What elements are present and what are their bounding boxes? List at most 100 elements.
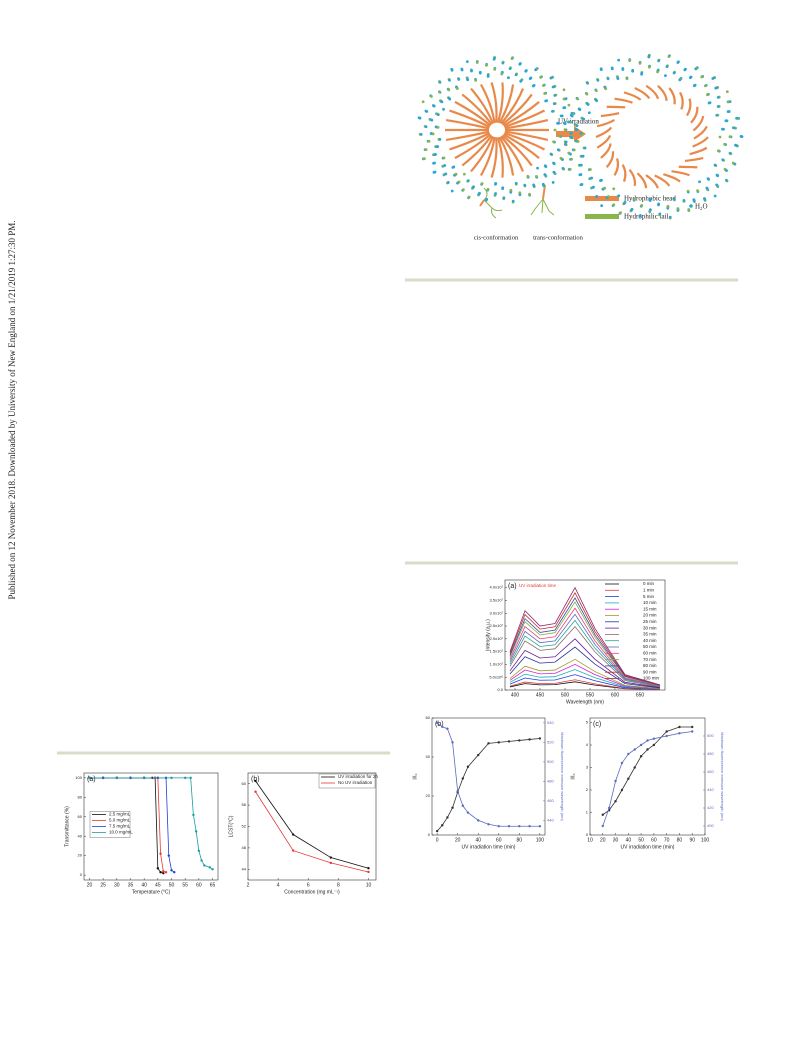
legend-label: 35 min [643,632,657,637]
x-tick-label: 40 [141,882,147,888]
data-point [329,861,333,865]
data-point [192,813,195,817]
surfactant [496,82,504,124]
data-point [254,779,257,783]
data-point [497,825,500,828]
x-tick-label: 45 [155,882,161,888]
y-tick-label: 5 [586,720,589,725]
water-dot [576,97,580,101]
legend-label: UV irradiation for 2h [338,774,379,779]
water-dot [531,84,535,88]
trans-label: trans-conformation [533,234,584,241]
y-axis-label: Transmittance (%) [64,806,70,847]
water-dot [723,142,726,146]
surfactant [600,143,612,159]
legend-label: 20 min [643,613,657,618]
surfactant [686,98,692,117]
water-dot [617,58,621,62]
legend-box [318,773,376,789]
y-tick-label: 0 [428,832,431,837]
surfactant [496,136,504,178]
data-point [633,766,636,769]
x-tick-label: 60 [651,837,657,843]
data-point [538,825,542,828]
water-dot [716,149,720,153]
water-dot [552,161,555,165]
water-dot [682,199,686,202]
water-dot [581,132,585,136]
series-line [509,669,661,690]
water-dot [442,107,445,111]
water-dot [588,168,592,171]
y-tick-label: 0 [80,872,83,877]
water-dot [739,134,743,138]
water-dot [543,173,547,176]
plot-frame [247,772,377,881]
water-dot [647,65,651,69]
water-dot [649,198,652,201]
data-point [646,739,649,742]
water-dot [619,211,623,215]
water-dot [580,183,584,186]
water-dot [718,135,722,139]
water-dot [523,183,527,187]
series-line [255,791,369,873]
water-dot [567,151,571,155]
data-point [156,867,160,870]
x-axis-label: UV irradiation time (min) [621,844,675,850]
y-tick-label: 5.0x10⁶ [489,674,503,679]
water-dot [485,197,489,201]
y-tick-label: 4 [586,742,589,747]
water-dot [438,80,442,84]
water-dot [621,68,625,71]
chart: 0 20 40 60 80 100 0 20 40 60 440 460 480 500 520 540 UV … [412,715,565,850]
water-dot [509,188,513,192]
x-tick-label: 25 [100,882,106,888]
data-point [167,854,170,857]
water-dot [631,69,635,73]
legend-label: 25 min [643,619,657,624]
legend-label: 2.5 mg/mL [109,812,131,817]
water-dot [579,173,583,176]
water-dot [559,156,563,160]
data-point [518,825,521,828]
water-dot [715,183,719,187]
water-dot [452,165,456,169]
y-axis-label: I/I₀ [570,773,576,779]
water-dot [713,194,717,198]
water-dot [592,185,595,189]
surfactant [692,115,705,132]
series-line [509,607,661,687]
water-dot [715,113,719,117]
series-line [509,586,661,686]
tail-key [585,214,619,219]
x-tick-label: 40 [626,837,632,843]
water-dot [567,103,571,107]
water-dot [493,67,497,71]
water-dot [582,117,586,121]
water-dot [590,176,594,180]
water-dot [612,187,616,191]
data-point [211,868,214,871]
x-axis-label: Concentration (mg mL⁻¹) [284,889,340,895]
water-dot [448,78,451,82]
water-dot [549,152,553,156]
water-dot [731,126,735,130]
water-dot [528,192,531,196]
data-point [518,739,521,742]
water-dot [552,140,555,144]
legend-label: 7.5 mg/mL [109,824,131,829]
water-dot [427,139,431,143]
data-point [601,824,604,828]
y-tick-label: 40 [426,754,431,759]
surfactant [479,136,496,177]
series-line [509,619,661,687]
data-point [115,776,119,780]
x-tick-label: 4 [277,882,280,888]
water-dot [656,70,659,74]
cis-molecule [483,187,503,219]
data-point [329,856,333,859]
data-point [208,866,211,869]
water-dot [716,105,720,108]
water-dot [638,213,642,217]
